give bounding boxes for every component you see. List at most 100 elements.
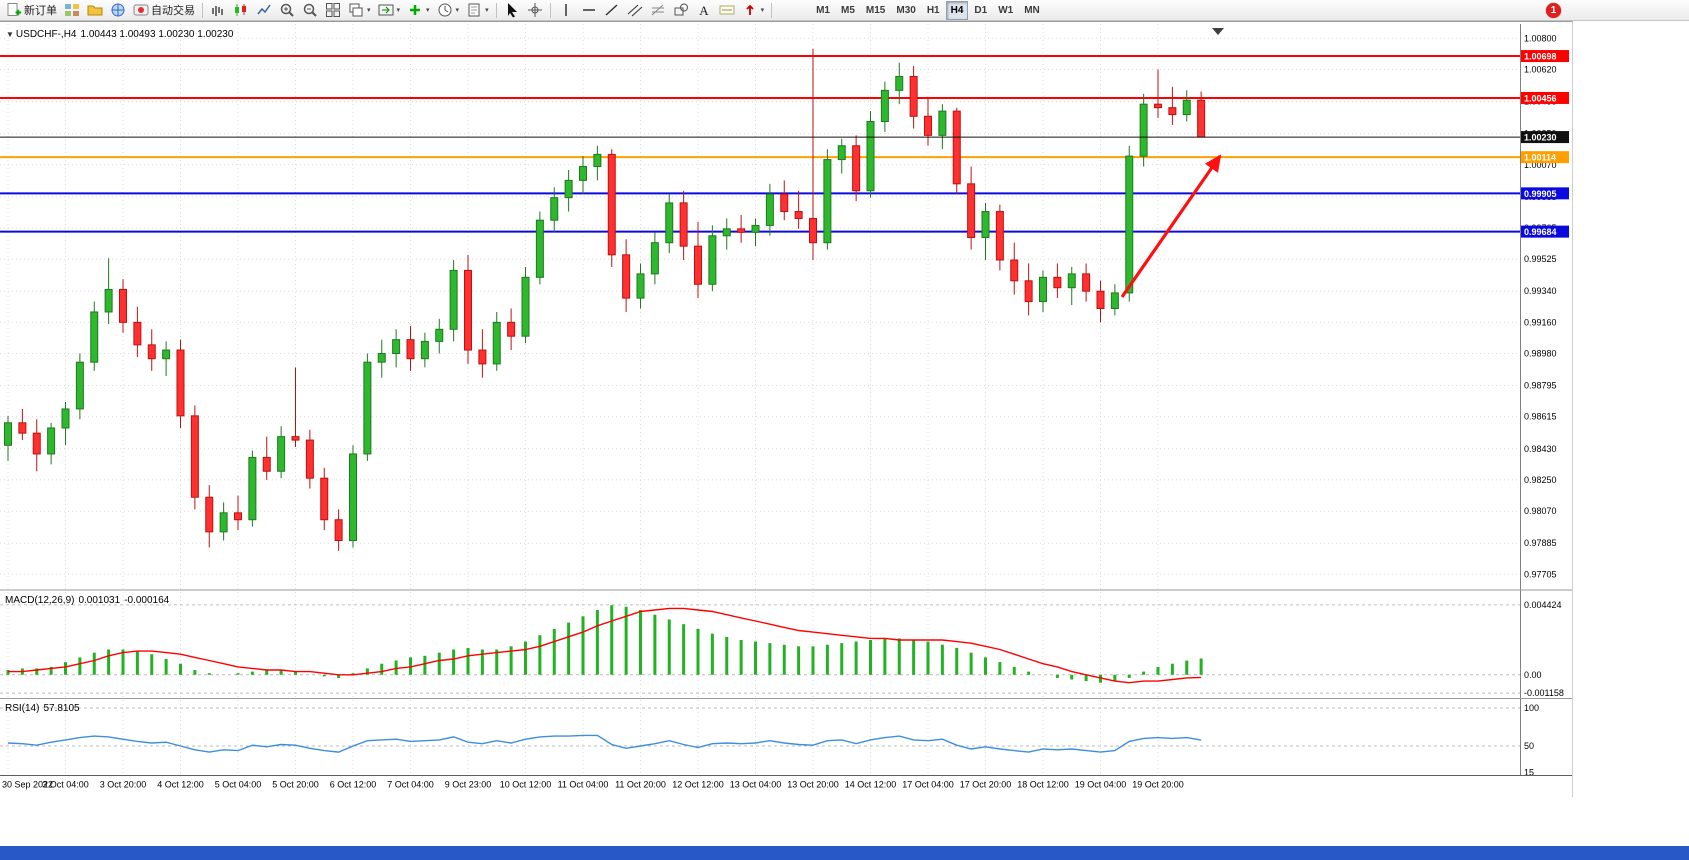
add-indicator-button[interactable]: ▾: [404, 0, 433, 20]
timeframe-mn-button[interactable]: MN: [1024, 4, 1040, 16]
line-chart-button[interactable]: [253, 0, 275, 20]
crosshair-icon: [527, 3, 542, 17]
zoom-in-button[interactable]: [276, 0, 298, 20]
template-icon: [468, 3, 480, 17]
indicator-level-lines: [0, 604, 1520, 747]
candles: [4, 48, 1206, 551]
toolbar-separator: [549, 2, 551, 18]
crosshair-button[interactable]: [524, 0, 546, 20]
horizontal-line-button[interactable]: [578, 0, 600, 20]
profiles-button[interactable]: [84, 0, 106, 20]
svg-text:1.00800: 1.00800: [1524, 33, 1557, 43]
svg-text:15: 15: [1524, 768, 1534, 778]
timeframe-w1-button[interactable]: W1: [998, 4, 1014, 16]
bars-chart-button[interactable]: [207, 0, 229, 20]
price-badge: [1521, 91, 1569, 104]
tile-windows-button[interactable]: [322, 0, 344, 20]
new-order-button-label: 新订单: [24, 5, 57, 17]
chart-canvas[interactable]: 1.008001.006201.004351.002501.000700.998…: [0, 22, 1572, 797]
timeframe-h4-button[interactable]: H4: [945, 0, 969, 20]
svg-text:3 Oct 04:00: 3 Oct 04:00: [42, 780, 89, 790]
collapse-icon[interactable]: ▼: [6, 30, 14, 39]
timeframe-m5-button[interactable]: M5: [841, 4, 855, 16]
periods-button[interactable]: ▾: [434, 0, 463, 20]
arrows-button[interactable]: ▾: [739, 0, 768, 20]
shapes-button[interactable]: [670, 0, 692, 20]
svg-text:30 Sep 2022: 30 Sep 2022: [2, 780, 53, 790]
autotrading-button-label: 自动交易: [151, 5, 195, 17]
autotrading-button[interactable]: 自动交易: [130, 0, 198, 20]
svg-text:0.98615: 0.98615: [1524, 412, 1557, 422]
timeframe-m15-button[interactable]: M15: [865, 4, 886, 16]
cascade-icon: [349, 3, 363, 17]
hline-objects: [0, 55, 1520, 233]
taskbar[interactable]: [0, 846, 1689, 860]
svg-text:10 Oct 12:00: 10 Oct 12:00: [500, 780, 552, 790]
vertical-line-button[interactable]: [555, 0, 577, 20]
templates-button[interactable]: ▾: [463, 0, 492, 20]
rsi-indicator-label: RSI(14) 57.8105: [5, 703, 84, 714]
arrows-icon: [745, 4, 754, 15]
price-badges: 1.00698 1.00456 1.00114 0.99905 0.99684 1.002…: [1521, 50, 1569, 238]
dropdown-caret-icon: ▾: [485, 7, 489, 14]
new-order-button[interactable]: 新订单: [3, 0, 60, 20]
svg-text:-0.001158: -0.001158: [1524, 688, 1564, 698]
macd-indicator-label: MACD(12,26,9) 0.001031 -0.000164: [5, 595, 173, 606]
arrange-windows-button[interactable]: ▾: [345, 0, 374, 20]
svg-text:1.00456: 1.00456: [1524, 93, 1557, 103]
candles-icon: [235, 4, 246, 16]
fibo-icon: [651, 4, 664, 16]
svg-text:13 Oct 20:00: 13 Oct 20:00: [787, 780, 839, 790]
notification-badge[interactable]: 1: [1546, 3, 1561, 18]
channel-button[interactable]: [624, 0, 646, 20]
macd-signal-value: -0.000164: [124, 595, 170, 606]
rsi-value: 57.8105: [43, 703, 80, 714]
svg-text:12 Oct 12:00: 12 Oct 12:00: [672, 780, 724, 790]
price-badge: [1521, 151, 1569, 164]
autotrading-icon: [133, 4, 149, 16]
svg-text:0.98980: 0.98980: [1524, 349, 1557, 359]
trend-arrow-object[interactable]: [1120, 154, 1222, 298]
shapes-icon: [674, 3, 688, 16]
text-button[interactable]: A: [693, 0, 715, 20]
timeframe-m1-button[interactable]: M1: [816, 4, 830, 16]
timeframe-d1-button[interactable]: D1: [974, 4, 988, 16]
svg-text:19 Oct 04:00: 19 Oct 04:00: [1075, 780, 1127, 790]
add-indicator-icon: [410, 5, 421, 15]
svg-text:1.00230: 1.00230: [1524, 133, 1557, 143]
macd-signal-line: [8, 607, 1202, 684]
chart-windows-button[interactable]: [61, 0, 83, 20]
zoom-out-button[interactable]: [299, 0, 321, 20]
chart-shift-marker[interactable]: [1212, 28, 1224, 35]
chart-window: 1.008001.006201.004351.002501.000700.998…: [0, 21, 1573, 797]
trendline-button[interactable]: [601, 0, 623, 20]
macd-value: 0.001031: [78, 595, 121, 606]
svg-text:1.00070: 1.00070: [1524, 160, 1557, 170]
svg-text:1.00698: 1.00698: [1524, 52, 1557, 62]
svg-text:17 Oct 20:00: 17 Oct 20:00: [960, 780, 1012, 790]
svg-text:9 Oct 23:00: 9 Oct 23:00: [445, 780, 492, 790]
fibonacci-button[interactable]: [647, 0, 669, 20]
svg-text:0.98795: 0.98795: [1524, 381, 1557, 391]
cursor-button[interactable]: [501, 0, 523, 20]
svg-text:13 Oct 04:00: 13 Oct 04:00: [730, 780, 782, 790]
chart-shift-button[interactable]: ▾: [375, 0, 404, 20]
timeframe-m30-button[interactable]: M30: [896, 4, 916, 16]
dropdown-caret-icon: ▾: [455, 7, 460, 14]
dropdown-caret-icon: ▾: [367, 7, 371, 14]
svg-text:19 Oct 20:00: 19 Oct 20:00: [1132, 780, 1184, 790]
svg-text:0.97885: 0.97885: [1524, 538, 1557, 548]
svg-text:17 Oct 04:00: 17 Oct 04:00: [902, 780, 954, 790]
svg-text:5 Oct 04:00: 5 Oct 04:00: [215, 780, 262, 790]
svg-text:0.99525: 0.99525: [1524, 254, 1557, 264]
dropdown-caret-icon: ▾: [760, 7, 765, 14]
data-window-button[interactable]: [107, 0, 129, 20]
text-label-button[interactable]: [716, 0, 738, 20]
svg-text:0.98070: 0.98070: [1524, 506, 1557, 516]
rsi-line: [7, 734, 1202, 753]
svg-text:0.97705: 0.97705: [1524, 569, 1557, 579]
candlestick-chart-button[interactable]: [230, 0, 252, 20]
svg-text:1.00114: 1.00114: [1524, 153, 1556, 163]
price-axis: 1.008001.006201.004351.002501.000700.998…: [1520, 22, 1572, 797]
timeframe-h1-button[interactable]: H1: [926, 4, 940, 16]
